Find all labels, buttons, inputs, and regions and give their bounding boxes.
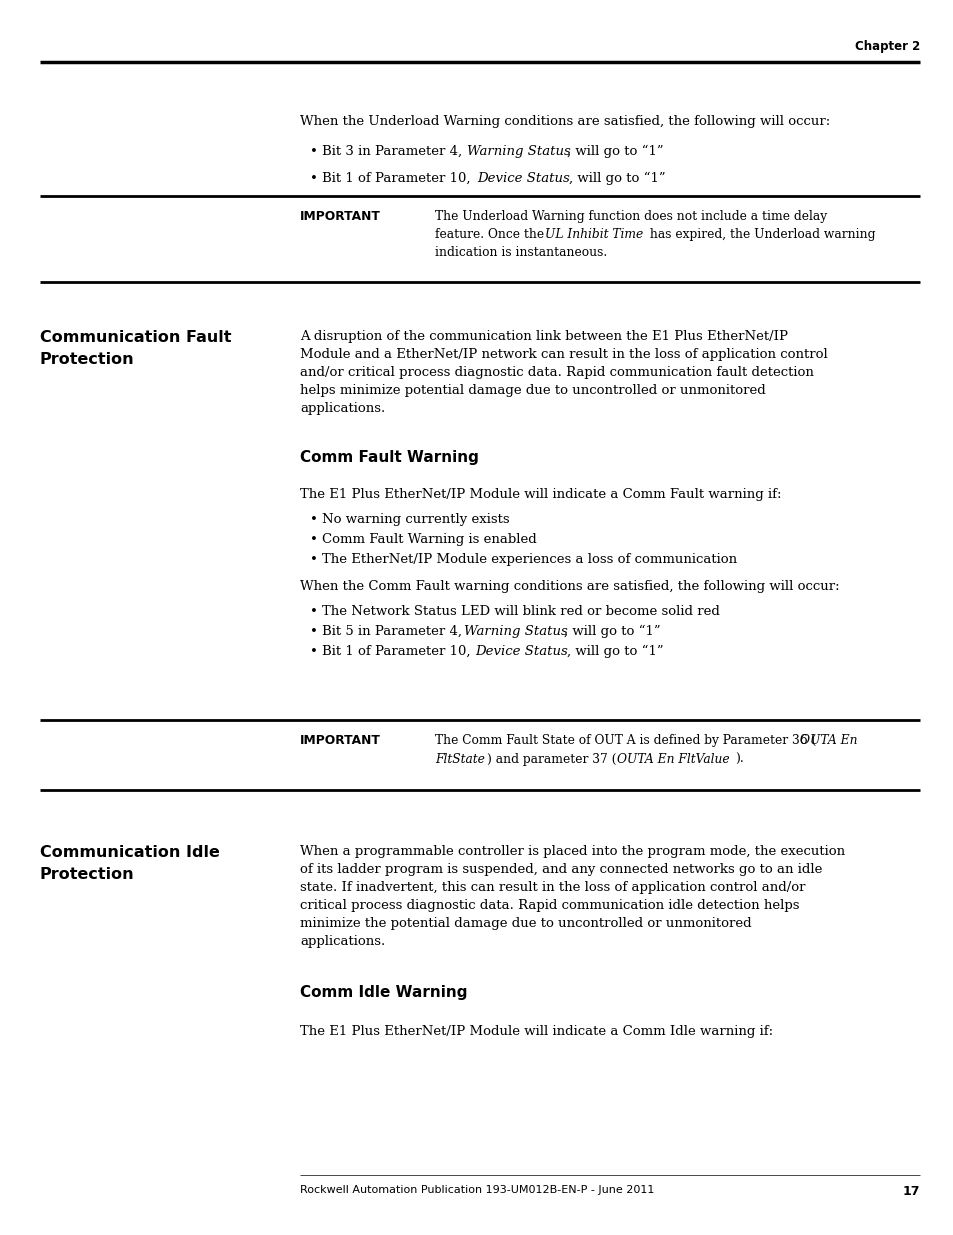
Text: , will go to “1”: , will go to “1”	[566, 645, 663, 658]
Text: Comm Fault Warning is enabled: Comm Fault Warning is enabled	[322, 534, 537, 546]
Text: , will go to “1”: , will go to “1”	[566, 144, 663, 158]
Text: 17: 17	[902, 1186, 919, 1198]
Text: Bit 3 in Parameter 4,: Bit 3 in Parameter 4,	[322, 144, 466, 158]
Text: Warning Status: Warning Status	[467, 144, 570, 158]
Text: OUTA En FltValue: OUTA En FltValue	[617, 753, 729, 766]
Text: FltState: FltState	[435, 753, 484, 766]
Text: Protection: Protection	[40, 867, 134, 882]
Text: state. If inadvertent, this can result in the loss of application control and/or: state. If inadvertent, this can result i…	[299, 881, 804, 894]
Text: helps minimize potential damage due to uncontrolled or unmonitored: helps minimize potential damage due to u…	[299, 384, 765, 396]
Text: •: •	[310, 534, 317, 546]
Text: When the Underload Warning conditions are satisfied, the following will occur:: When the Underload Warning conditions ar…	[299, 115, 829, 128]
Text: OUTA En: OUTA En	[800, 734, 857, 747]
Text: The E1 Plus EtherNet/IP Module will indicate a Comm Idle warning if:: The E1 Plus EtherNet/IP Module will indi…	[299, 1025, 772, 1037]
Text: •: •	[310, 513, 317, 526]
Text: Bit 1 of Parameter 10,: Bit 1 of Parameter 10,	[322, 172, 475, 185]
Text: Rockwell Automation Publication 193-UM012B-EN-P - June 2011: Rockwell Automation Publication 193-UM01…	[299, 1186, 654, 1195]
Text: applications.: applications.	[299, 935, 385, 948]
Text: Bit 1 of Parameter 10,: Bit 1 of Parameter 10,	[322, 645, 475, 658]
Text: , will go to “1”: , will go to “1”	[563, 625, 659, 638]
Text: A disruption of the communication link between the E1 Plus EtherNet/IP: A disruption of the communication link b…	[299, 330, 787, 343]
Text: IMPORTANT: IMPORTANT	[299, 734, 380, 747]
Text: applications.: applications.	[299, 403, 385, 415]
Text: •: •	[310, 172, 317, 185]
Text: Comm Fault Warning: Comm Fault Warning	[299, 450, 478, 466]
Text: Chapter 2: Chapter 2	[854, 40, 919, 53]
Text: •: •	[310, 645, 317, 658]
Text: Protection: Protection	[40, 352, 134, 367]
Text: Device Status: Device Status	[475, 645, 567, 658]
Text: critical process diagnostic data. Rapid communication idle detection helps: critical process diagnostic data. Rapid …	[299, 899, 799, 911]
Text: When a programmable controller is placed into the program mode, the execution: When a programmable controller is placed…	[299, 845, 844, 858]
Text: •: •	[310, 553, 317, 566]
Text: and/or critical process diagnostic data. Rapid communication fault detection: and/or critical process diagnostic data.…	[299, 366, 813, 379]
Text: The E1 Plus EtherNet/IP Module will indicate a Comm Fault warning if:: The E1 Plus EtherNet/IP Module will indi…	[299, 488, 781, 501]
Text: ) and parameter 37 (: ) and parameter 37 (	[486, 753, 616, 766]
Text: ).: ).	[734, 753, 743, 766]
Text: IMPORTANT: IMPORTANT	[299, 210, 380, 224]
Text: Communication Idle: Communication Idle	[40, 845, 219, 860]
Text: Warning Status: Warning Status	[463, 625, 567, 638]
Text: Communication Fault: Communication Fault	[40, 330, 232, 345]
Text: The Comm Fault State of OUT A is defined by Parameter 36 (: The Comm Fault State of OUT A is defined…	[435, 734, 816, 747]
Text: The Underload Warning function does not include a time delay: The Underload Warning function does not …	[435, 210, 826, 224]
Text: When the Comm Fault warning conditions are satisfied, the following will occur:: When the Comm Fault warning conditions a…	[299, 580, 839, 593]
Text: , will go to “1”: , will go to “1”	[568, 172, 665, 185]
Text: Bit 5 in Parameter 4,: Bit 5 in Parameter 4,	[322, 625, 466, 638]
Text: has expired, the Underload warning: has expired, the Underload warning	[645, 228, 875, 241]
Text: The EtherNet/IP Module experiences a loss of communication: The EtherNet/IP Module experiences a los…	[322, 553, 737, 566]
Text: Comm Idle Warning: Comm Idle Warning	[299, 986, 467, 1000]
Text: Device Status: Device Status	[476, 172, 569, 185]
Text: UL Inhibit Time: UL Inhibit Time	[544, 228, 642, 241]
Text: •: •	[310, 605, 317, 618]
Text: No warning currently exists: No warning currently exists	[322, 513, 509, 526]
Text: •: •	[310, 144, 317, 158]
Text: minimize the potential damage due to uncontrolled or unmonitored: minimize the potential damage due to unc…	[299, 918, 751, 930]
Text: of its ladder program is suspended, and any connected networks go to an idle: of its ladder program is suspended, and …	[299, 863, 821, 876]
Text: indication is instantaneous.: indication is instantaneous.	[435, 246, 607, 259]
Text: •: •	[310, 625, 317, 638]
Text: The Network Status LED will blink red or become solid red: The Network Status LED will blink red or…	[322, 605, 720, 618]
Text: Module and a EtherNet/IP network can result in the loss of application control: Module and a EtherNet/IP network can res…	[299, 348, 827, 361]
Text: feature. Once the: feature. Once the	[435, 228, 547, 241]
